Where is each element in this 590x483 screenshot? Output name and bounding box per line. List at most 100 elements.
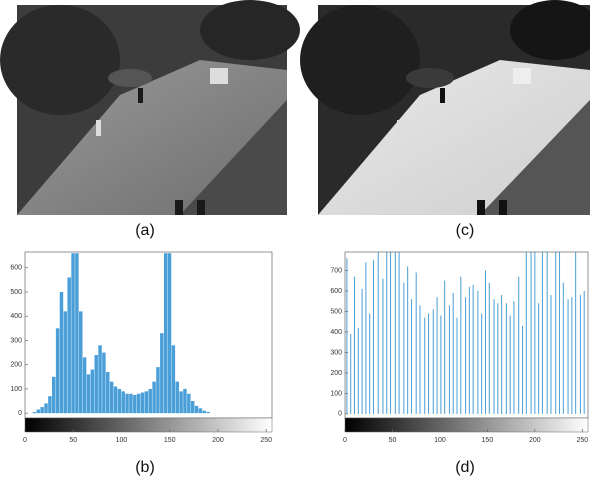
bar [377,252,379,414]
y-tick-label: 400 [330,329,342,336]
caption: (c) [456,222,475,239]
bar [129,393,133,414]
bar [583,290,585,414]
bar [94,354,98,414]
axes-box [344,251,589,419]
bar [98,345,102,414]
bar [190,401,195,414]
x-tick-label: 250 [260,437,272,444]
bar [32,411,37,414]
bar [456,317,458,414]
bar [398,252,400,414]
bar [198,408,203,414]
bar [505,303,507,414]
bar [156,367,160,414]
x-tick-label: 0 [23,437,27,444]
caption: (d) [455,459,475,476]
y-tick-label: 0 [338,411,342,418]
y-tick-label: 300 [330,349,342,356]
bar [102,352,106,414]
bar [481,313,483,414]
bar [488,282,490,414]
colorbar [24,417,273,433]
x-tick-label: 50 [389,437,397,444]
bar [407,266,409,414]
bar [55,328,60,414]
bar [452,292,454,414]
x-tick-label: 0 [343,437,347,444]
x-tick-label: 150 [164,437,176,444]
bar [513,301,515,414]
bar [571,297,573,414]
y-tick-label: 200 [10,362,22,369]
y-tick-label: 100 [330,390,342,397]
y-tick-label: 100 [10,386,22,393]
bar [346,258,348,414]
bar [121,391,125,414]
bar [361,288,363,414]
y-tick-label: 600 [10,265,22,272]
bar [460,276,462,414]
bar [562,282,564,414]
bar [522,325,524,414]
bar [472,284,474,414]
bar [567,299,569,414]
bar [579,295,581,414]
bar [415,272,417,414]
y-tick-label: 500 [10,289,22,296]
x-tick-label: 100 [116,437,128,444]
bar [140,392,145,414]
bar [410,299,412,414]
bar [538,303,540,414]
caption: (a) [135,222,155,239]
bar [403,282,405,414]
x-tick-label: 100 [434,437,446,444]
bar [477,290,479,414]
bar [48,396,52,414]
bar [160,333,164,414]
bar [394,252,396,414]
bar [179,391,183,414]
bar [350,333,352,414]
bar [71,253,75,414]
y-tick-label: 700 [330,267,342,274]
bar [390,252,392,414]
bar [546,252,548,414]
bar [175,381,179,414]
bar [117,388,122,414]
bar [36,409,41,414]
y-tick-label: 500 [330,308,342,315]
y-tick-label: 400 [10,313,22,320]
bar [206,411,210,414]
caption: (b) [135,459,155,476]
bar [187,393,191,414]
bar [194,405,199,414]
colorbar [344,417,589,433]
bar [493,299,495,414]
bar [365,262,367,414]
bar [63,311,68,414]
bar [353,276,355,414]
photo-a [0,0,300,215]
bar [202,410,206,414]
bar [518,276,520,414]
bar [79,311,83,414]
bar [82,357,87,414]
bar [75,253,79,414]
bar [148,388,152,414]
y-tick-label: 300 [10,337,22,344]
x-tick-label: 50 [69,437,77,444]
bar [369,313,371,414]
x-tick-label: 200 [212,437,224,444]
bar [86,374,91,414]
bar [444,280,446,414]
bar [497,303,499,414]
bar [163,253,168,414]
bar [424,317,426,414]
bar [167,253,172,414]
bar [419,305,421,414]
bar [432,309,434,414]
bar [501,295,503,414]
bar [136,393,141,414]
y-tick-label: 0 [18,410,22,417]
